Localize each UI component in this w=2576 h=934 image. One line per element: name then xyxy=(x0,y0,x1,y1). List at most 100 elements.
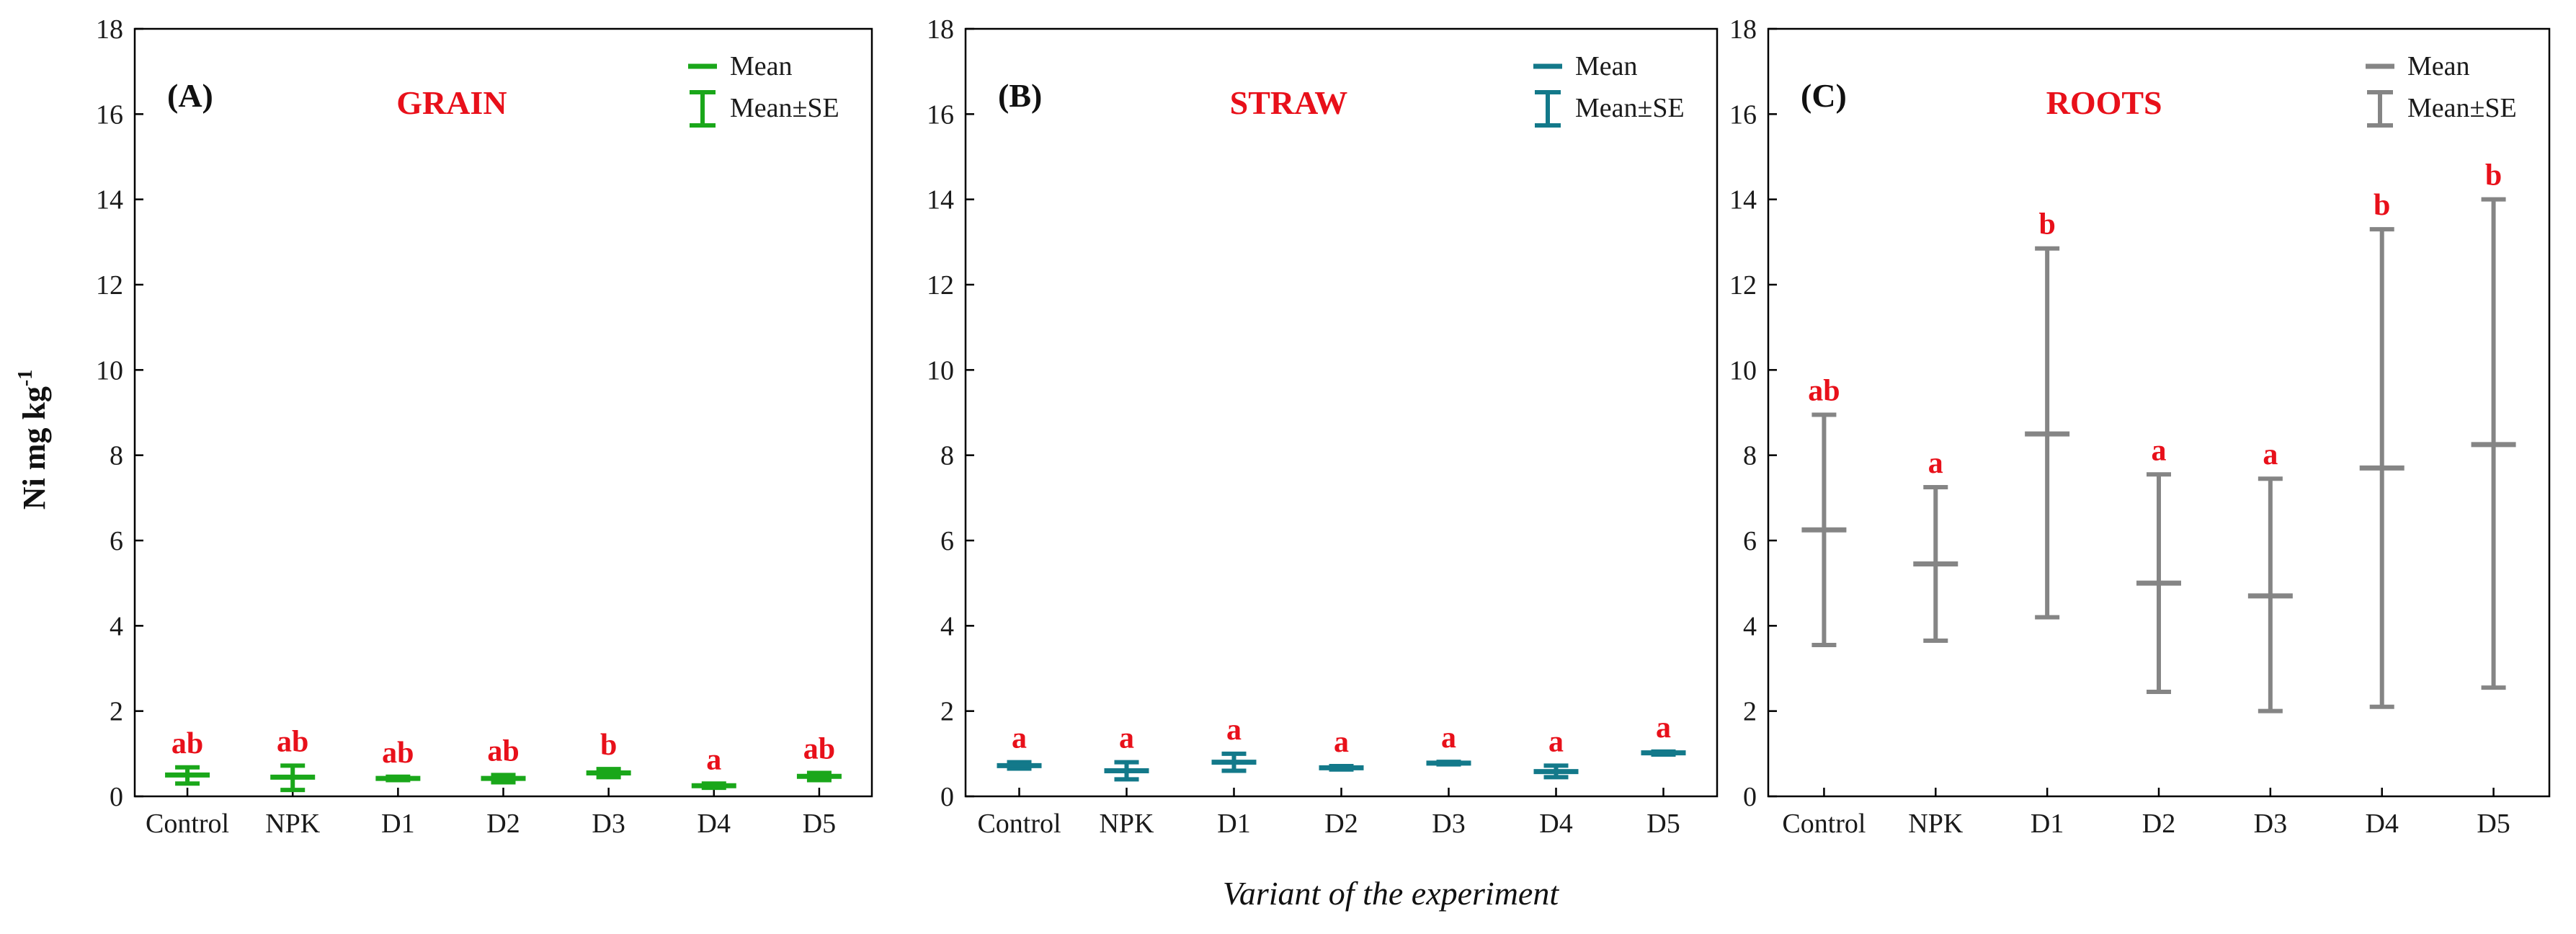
significance-letter: b xyxy=(2485,159,2502,192)
data-point-d3: b xyxy=(586,729,631,780)
y-tick-label: 16 xyxy=(927,99,954,130)
y-tick-label: 6 xyxy=(110,526,123,556)
x-tick-label: NPK xyxy=(1099,809,1154,839)
x-tick-label: D1 xyxy=(1217,809,1250,839)
data-point-d4: b xyxy=(2359,189,2405,709)
legend-se-label: Mean±SE xyxy=(1575,93,1685,123)
y-tick-label: 2 xyxy=(1743,697,1757,727)
x-axis-title: Variant of the experiment xyxy=(1223,875,1560,912)
x-tick-label: D1 xyxy=(381,809,414,839)
y-axis-title-superscript: -1 xyxy=(14,370,37,386)
legend-se-label: Mean±SE xyxy=(2407,93,2517,123)
y-tick-label: 4 xyxy=(1743,611,1757,641)
y-tick-label: 8 xyxy=(1743,441,1757,471)
y-tick-label: 2 xyxy=(110,697,123,727)
y-tick-label: 12 xyxy=(1729,270,1757,301)
data-point-d2: a xyxy=(1319,726,1364,772)
legend: Mean Mean±SE xyxy=(688,51,839,128)
y-tick-label: 18 xyxy=(96,14,123,45)
panel-title: GRAIN xyxy=(396,84,507,121)
significance-letter: ab xyxy=(277,725,308,758)
x-tick-label: D5 xyxy=(803,809,836,839)
plot-frame xyxy=(133,27,873,798)
y-tick-label: 16 xyxy=(1729,99,1757,130)
panel-title: STRAW xyxy=(1230,84,1348,121)
x-tick-label: D3 xyxy=(592,809,625,839)
legend-se-label: Mean±SE xyxy=(730,93,839,123)
data-point-d2: ab xyxy=(481,734,526,785)
significance-letter: a xyxy=(1441,721,1456,755)
data-point-d5: ab xyxy=(796,732,842,783)
significance-letter: a xyxy=(1656,711,1671,744)
panel-label: (C) xyxy=(1801,77,1847,114)
panel-label: (A) xyxy=(167,77,213,114)
y-tick-label: 10 xyxy=(96,355,123,386)
panel-straw: 0 2 4 6 8 10 12 14 16 18 Control NPK D1 D2 D3 D4 D5 a a a a a… xyxy=(927,14,1719,839)
data-point-d1: a xyxy=(1211,713,1257,773)
data-point-d4: a xyxy=(1533,725,1579,780)
y-tick-label: 14 xyxy=(927,185,954,215)
plot-frame xyxy=(964,27,1719,798)
data-point-npk: ab xyxy=(270,725,316,793)
data-point-d4: a xyxy=(691,743,736,791)
data-point-control: ab xyxy=(165,727,210,786)
data-point-d5: b xyxy=(2471,159,2516,690)
significance-letter: a xyxy=(2152,434,2167,467)
y-tick-label: 14 xyxy=(1729,185,1757,215)
significance-letter: a xyxy=(2263,438,2278,471)
y-tick-label: 10 xyxy=(1729,355,1757,386)
y-tick-label: 0 xyxy=(1743,782,1757,812)
x-tick-label: D2 xyxy=(486,809,520,839)
significance-letter: a xyxy=(1012,722,1027,755)
significance-letter: b xyxy=(600,729,617,762)
y-tick-label: 18 xyxy=(1729,14,1757,45)
significance-letter: a xyxy=(1928,447,1943,480)
y-tick-label: 10 xyxy=(927,355,954,386)
significance-letter: ab xyxy=(382,737,414,770)
panel-label: (B) xyxy=(998,77,1042,114)
y-tick-label: 8 xyxy=(110,441,123,471)
data-point-d3: a xyxy=(2247,438,2293,713)
data-point-npk: a xyxy=(1913,447,1958,644)
legend-mean-label: Mean xyxy=(1575,51,1638,81)
data-point-control: a xyxy=(997,722,1042,771)
data-point-d5: a xyxy=(1641,711,1686,757)
legend: Mean Mean±SE xyxy=(2366,51,2517,128)
y-tick-label: 8 xyxy=(940,441,954,471)
x-tick-label: D4 xyxy=(698,809,731,839)
significance-letter: ab xyxy=(1808,374,1840,407)
x-tick-label: D5 xyxy=(1646,809,1680,839)
x-tick-label: Control xyxy=(146,809,229,839)
y-tick-label: 0 xyxy=(110,782,123,812)
x-tick-label: Control xyxy=(1782,809,1866,839)
data-point-control: ab xyxy=(1801,374,1847,647)
x-tick-label: D4 xyxy=(2365,809,2398,839)
data-point-d1: ab xyxy=(375,737,421,783)
x-tick-label: D5 xyxy=(2477,809,2510,839)
y-tick-label: 18 xyxy=(927,14,954,45)
significance-letter: ab xyxy=(171,727,203,760)
y-tick-label: 4 xyxy=(940,611,954,641)
significance-letter: a xyxy=(1226,713,1242,747)
x-tick-label: D2 xyxy=(2142,809,2175,839)
x-tick-label: D3 xyxy=(2254,809,2287,839)
x-tick-label: D3 xyxy=(1432,809,1465,839)
significance-letter: a xyxy=(1548,725,1564,758)
significance-letter: a xyxy=(1334,726,1349,759)
data-point-d2: a xyxy=(2136,434,2181,695)
legend: Mean Mean±SE xyxy=(1533,51,1685,128)
y-tick-label: 6 xyxy=(940,526,954,556)
legend-mean-label: Mean xyxy=(2407,51,2470,81)
y-tick-label: 16 xyxy=(96,99,123,130)
significance-letter: b xyxy=(2038,208,2055,241)
x-tick-label: D1 xyxy=(2031,809,2064,839)
y-tick-label: 0 xyxy=(940,782,954,812)
significance-letter: a xyxy=(706,743,721,776)
y-tick-label: 12 xyxy=(927,270,954,301)
y-axis-title-main: Ni mg kg xyxy=(17,386,52,510)
y-tick-label: 2 xyxy=(940,697,954,727)
significance-letter: a xyxy=(1119,722,1134,755)
y-tick-label: 12 xyxy=(96,270,123,301)
